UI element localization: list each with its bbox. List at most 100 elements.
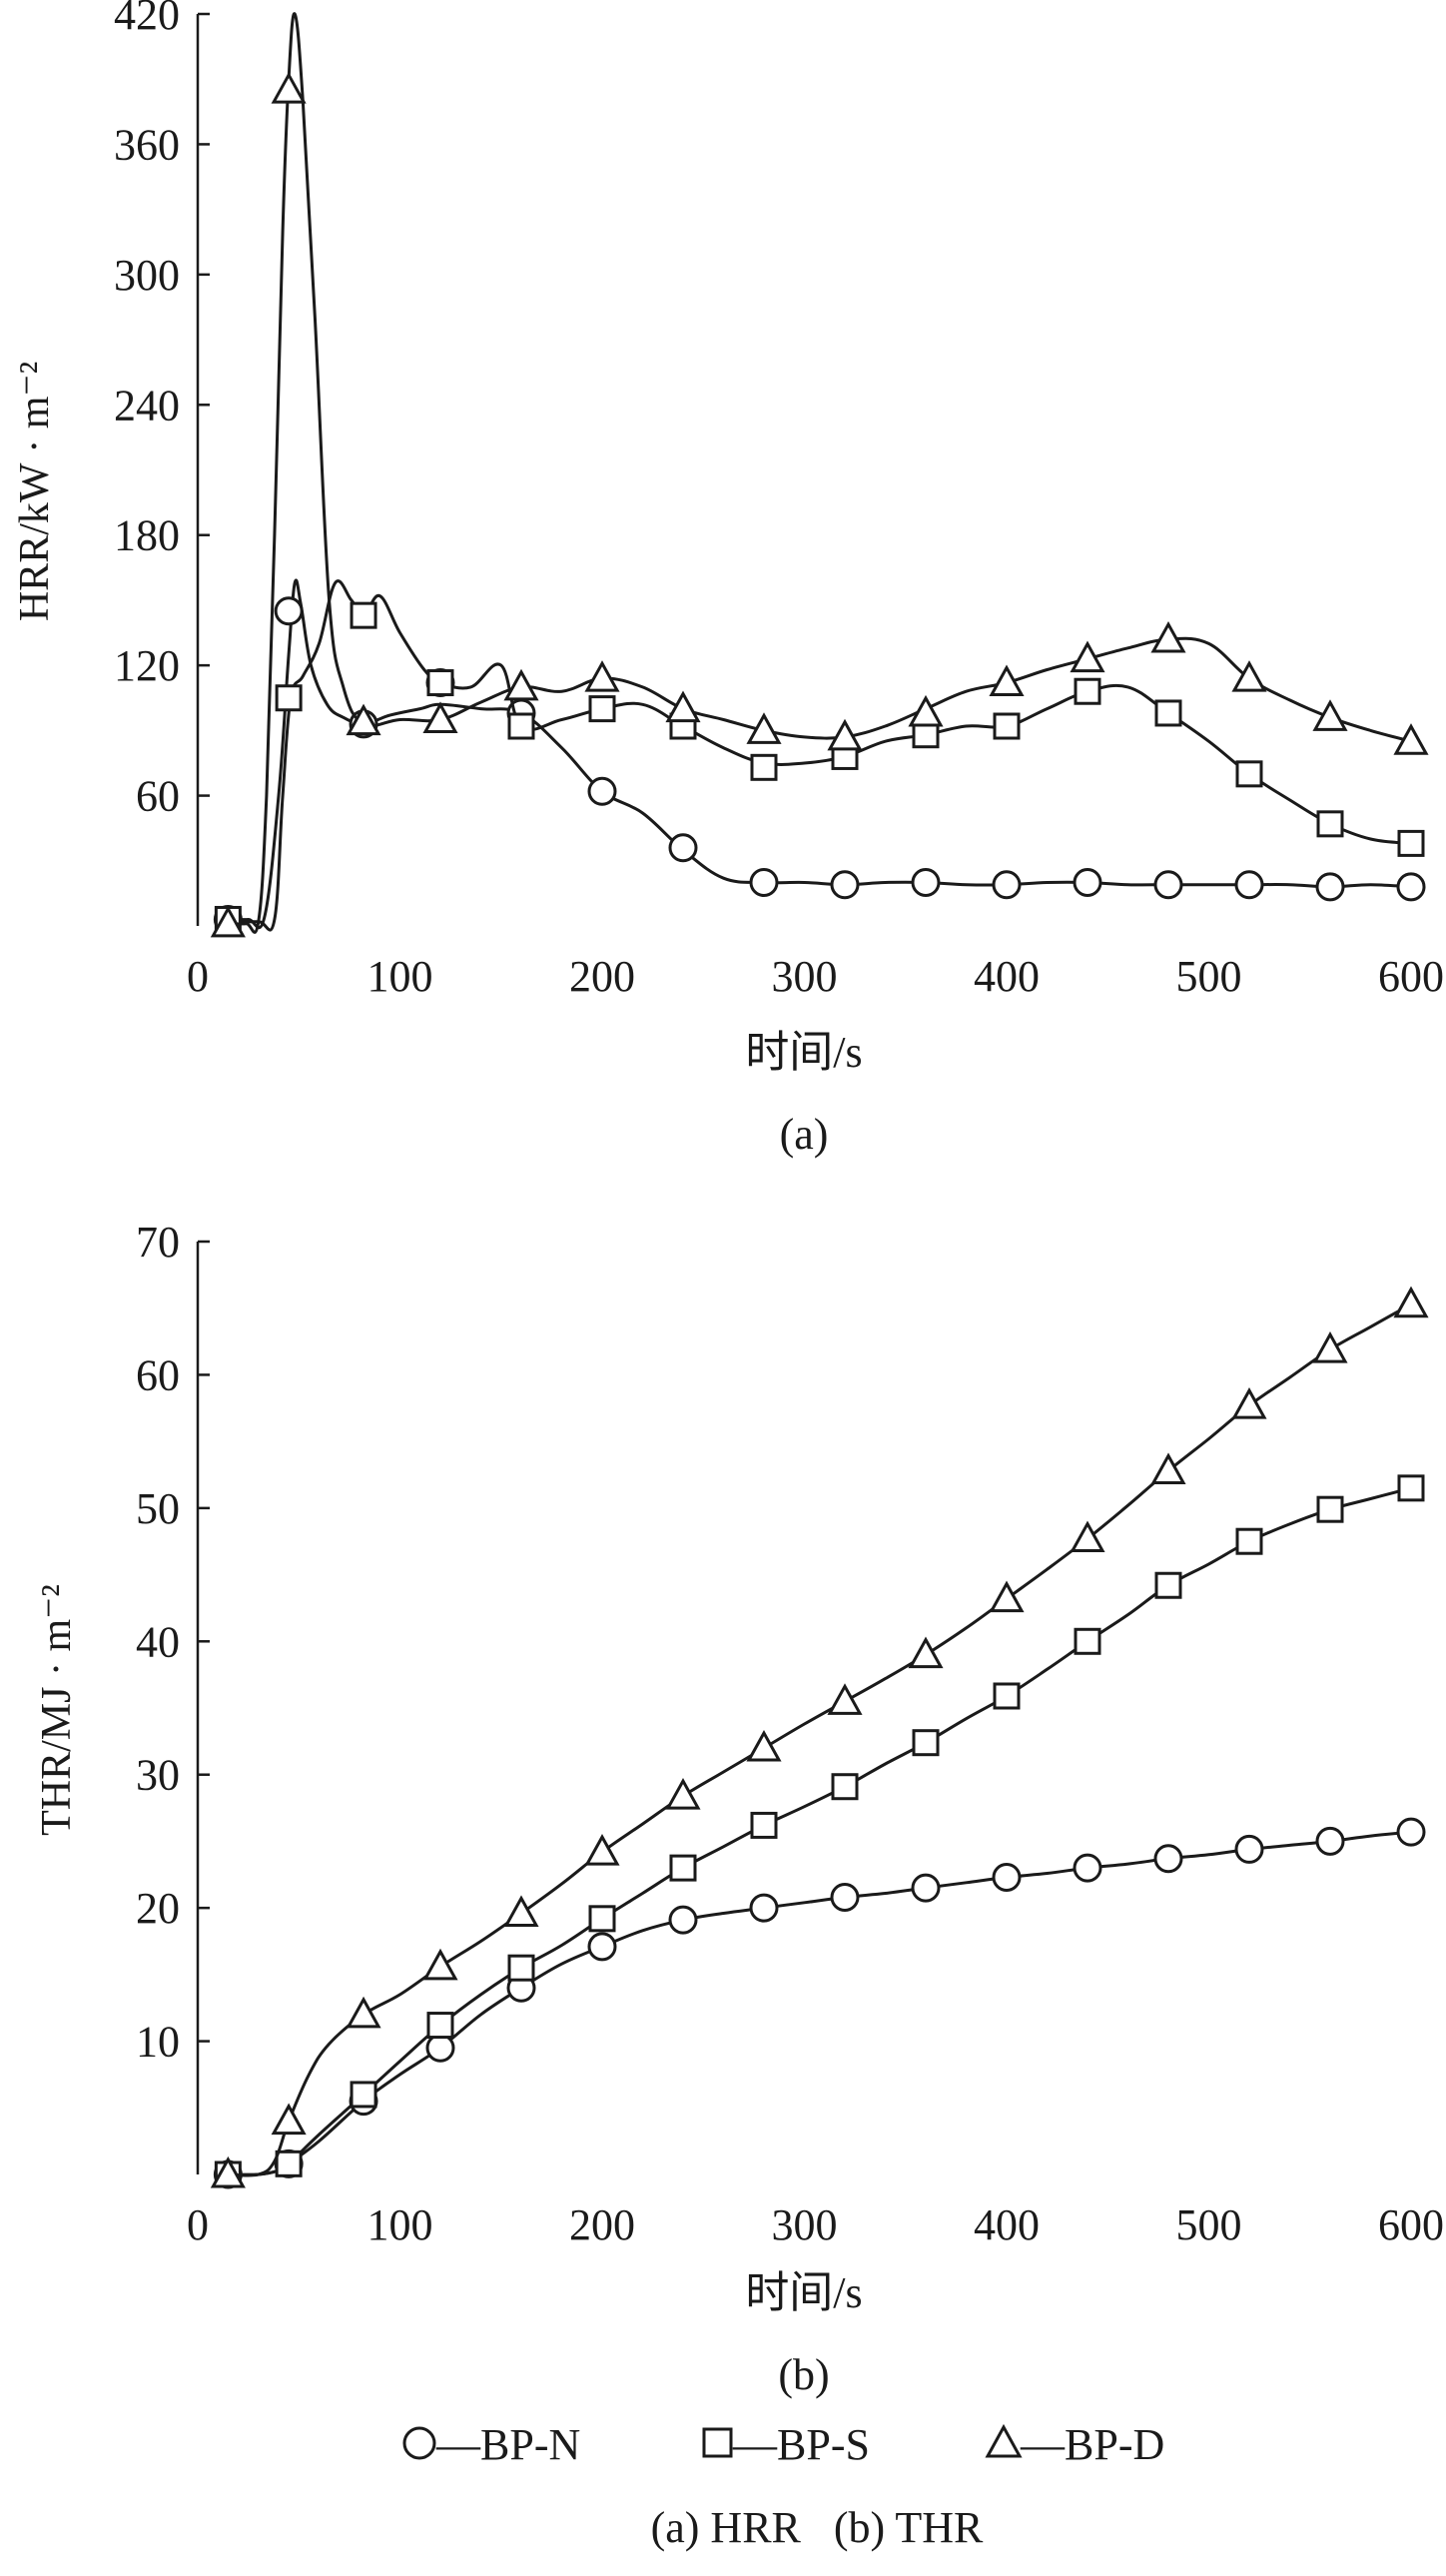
hrr-marker-bp-s [1154, 699, 1182, 727]
hrr-marker-bp-s [750, 753, 778, 781]
hrr-marker-bp-d [746, 712, 782, 744]
thr-marker-bp-d [346, 1996, 381, 2029]
thr-x-tick-label: 100 [367, 2200, 433, 2249]
legend: —BP-N —BP-S —BP-D [402, 2420, 1164, 2469]
hrr-marker-bp-d [422, 701, 458, 733]
thr-x-tick-label: 0 [187, 2200, 209, 2249]
thr-y-tick-label: 70 [136, 1218, 180, 1267]
hrr-x-tick-label: 200 [569, 952, 635, 1001]
hrr-series-bp-d [210, 12, 1429, 938]
thr-marker-bp-d [1312, 1330, 1348, 1363]
hrr-x-tick-label: 400 [974, 952, 1040, 1001]
hrr-marker-bp-n [274, 596, 304, 626]
hrr-x-tick-label: 100 [367, 952, 433, 1001]
thr-marker-bp-s [1074, 1627, 1101, 1655]
thr-marker-bp-s [1235, 1527, 1263, 1555]
hrr-y-axis-label: HRR/kW · m⁻² [12, 362, 58, 621]
thr-marker-bp-n [992, 1862, 1022, 1892]
thr-marker-bp-s [275, 2149, 303, 2177]
legend-label-bp-d: —BP-D [1020, 2420, 1164, 2469]
thr-x-tick-label: 500 [1176, 2200, 1242, 2249]
thr-marker-bp-d [1231, 1387, 1267, 1419]
hrr-marker-bp-d [584, 660, 620, 692]
hrr-marker-bp-d [908, 694, 944, 727]
thr-marker-bp-d [584, 1834, 620, 1866]
hrr-chart: HRR/kW · m⁻² 时间/s (a) 0 100 200 300 400 500 60… [12, 0, 1444, 1159]
hrr-series-bp-n [213, 578, 1426, 934]
thr-x-tick-label: 400 [974, 2200, 1040, 2249]
thr-marker-bp-d [665, 1777, 701, 1810]
legend-triangle-marker [985, 2423, 1023, 2458]
hrr-marker-bp-n [1073, 868, 1102, 898]
hrr-marker-bp-d [827, 718, 863, 751]
thr-y-tick-label: 40 [136, 1617, 180, 1666]
thr-marker-bp-s [1316, 1495, 1344, 1523]
thr-marker-bp-d [746, 1729, 782, 1762]
hrr-marker-bp-s [275, 684, 303, 712]
thr-marker-bp-n [911, 1873, 941, 1903]
hrr-marker-bp-d [503, 668, 539, 701]
thr-y-tick-label: 20 [136, 1884, 180, 1933]
thr-marker-bp-n [668, 1905, 698, 1935]
hrr-marker-bp-d [1231, 660, 1267, 692]
hrr-marker-bp-n [1315, 872, 1345, 902]
thr-marker-bp-d [422, 1948, 458, 1981]
hrr-marker-bp-d [665, 690, 701, 723]
thr-marker-bp-s [750, 1811, 778, 1839]
thr-marker-bp-d [1150, 1452, 1186, 1484]
thr-x-tick-label: 600 [1378, 2200, 1444, 2249]
hrr-marker-bp-s [1235, 760, 1263, 788]
hrr-marker-bp-s [1074, 677, 1101, 705]
legend-label-bp-n: —BP-N [435, 2420, 580, 2469]
thr-x-axis-label: 时间/s [745, 2268, 862, 2317]
hrr-x-tick-label: 300 [772, 952, 838, 1001]
hrr-line-bp-n [228, 578, 1412, 930]
hrr-marker-bp-d [1150, 620, 1186, 653]
legend-square-marker [702, 2427, 733, 2458]
thr-marker-bp-d [827, 1683, 863, 1715]
thr-series-bp-n [213, 1817, 1426, 2189]
hrr-marker-bp-d [989, 664, 1025, 697]
thr-marker-bp-n [1234, 1834, 1264, 1864]
hrr-panel-label: (a) [780, 1110, 829, 1159]
thr-y-tick-label: 30 [136, 1751, 180, 1800]
hrr-marker-bp-s [350, 601, 377, 629]
thr-marker-bp-d [908, 1636, 944, 1669]
thr-marker-bp-s [912, 1729, 940, 1757]
hrr-y-tick-label: 420 [114, 0, 180, 39]
thr-series-bp-s [214, 1474, 1425, 2188]
hrr-y-tick-label: 60 [136, 772, 180, 821]
thr-marker-bp-d [1393, 1286, 1429, 1318]
hrr-marker-bp-n [992, 870, 1022, 900]
thr-marker-bp-d [271, 2103, 307, 2136]
thr-x-tick-label: 300 [772, 2200, 838, 2249]
hrr-x-axis-label: 时间/s [745, 1028, 862, 1077]
thr-marker-bp-s [588, 1905, 616, 1933]
thr-marker-bp-d [210, 2155, 246, 2188]
hrr-x-tick-label: 0 [187, 952, 209, 1001]
hrr-y-tick-label: 300 [114, 251, 180, 300]
thr-marker-bp-s [350, 2081, 377, 2109]
hrr-x-tick-label: 600 [1378, 952, 1444, 1001]
hrr-marker-bp-n [587, 776, 617, 806]
thr-y-tick-label: 60 [136, 1350, 180, 1399]
thr-marker-bp-s [993, 1682, 1021, 1710]
thr-marker-bp-s [426, 2012, 454, 2040]
thr-series-bp-d [210, 1286, 1429, 2188]
thr-marker-bp-n [749, 1893, 779, 1923]
figure-caption: (a) HRR (b) THR [651, 2503, 984, 2552]
hrr-marker-bp-n [1234, 870, 1264, 900]
hrr-marker-bp-n [911, 868, 941, 898]
hrr-marker-bp-s [1316, 810, 1344, 838]
hrr-marker-bp-s [1397, 829, 1425, 857]
thr-line-bp-d [228, 1302, 1412, 2177]
hrr-y-tick-label: 360 [114, 120, 180, 169]
thr-chart: THR/MJ · m⁻² 时间/s (b) 0 100 200 300 400 500 60… [34, 1218, 1444, 2399]
thr-marker-bp-s [669, 1854, 697, 1882]
hrr-y-tick-label: 240 [114, 381, 180, 429]
legend-circle-marker [402, 2426, 436, 2460]
hrr-marker-bp-s [507, 712, 535, 740]
thr-marker-bp-n [425, 2033, 455, 2063]
thr-marker-bp-d [1070, 1520, 1105, 1553]
